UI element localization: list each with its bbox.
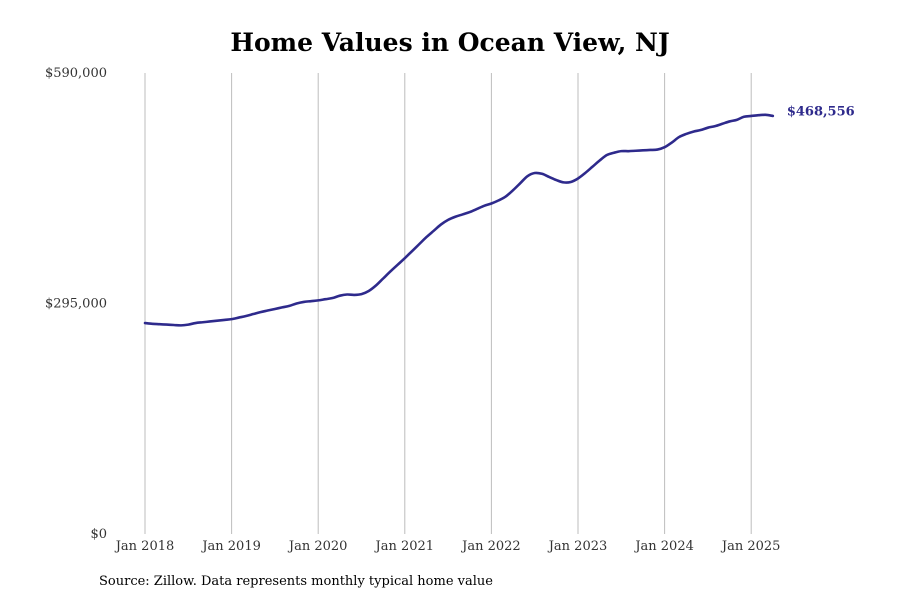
series-layer (143, 113, 775, 327)
y-tick-label: $590,000 (45, 66, 107, 81)
end-value-label: $468,556 (787, 104, 855, 119)
x-tick-label: Jan 2021 (374, 539, 435, 554)
y-axis-ticks: $0 $295,000 $590,000 (45, 66, 107, 542)
x-tick-label: Jan 2019 (200, 539, 261, 554)
x-tick-label: Jan 2020 (287, 539, 348, 554)
x-tick-label: Jan 2024 (633, 539, 694, 554)
source-note: Source: Zillow. Data represents monthly … (99, 574, 493, 589)
series-line (143, 113, 775, 327)
grid-lines (144, 73, 752, 534)
y-tick-label: $0 (90, 527, 107, 542)
x-tick-label: Jan 2023 (547, 539, 608, 554)
x-tick-label: Jan 2022 (460, 539, 521, 554)
chart-title: Home Values in Ocean View, NJ (230, 28, 670, 57)
x-tick-label: Jan 2025 (720, 539, 781, 554)
x-axis-ticks: Jan 2018 Jan 2019 Jan 2020 Jan 2021 Jan 2022… (114, 539, 781, 554)
x-tick-label: Jan 2018 (114, 539, 175, 554)
y-tick-label: $295,000 (45, 297, 107, 312)
